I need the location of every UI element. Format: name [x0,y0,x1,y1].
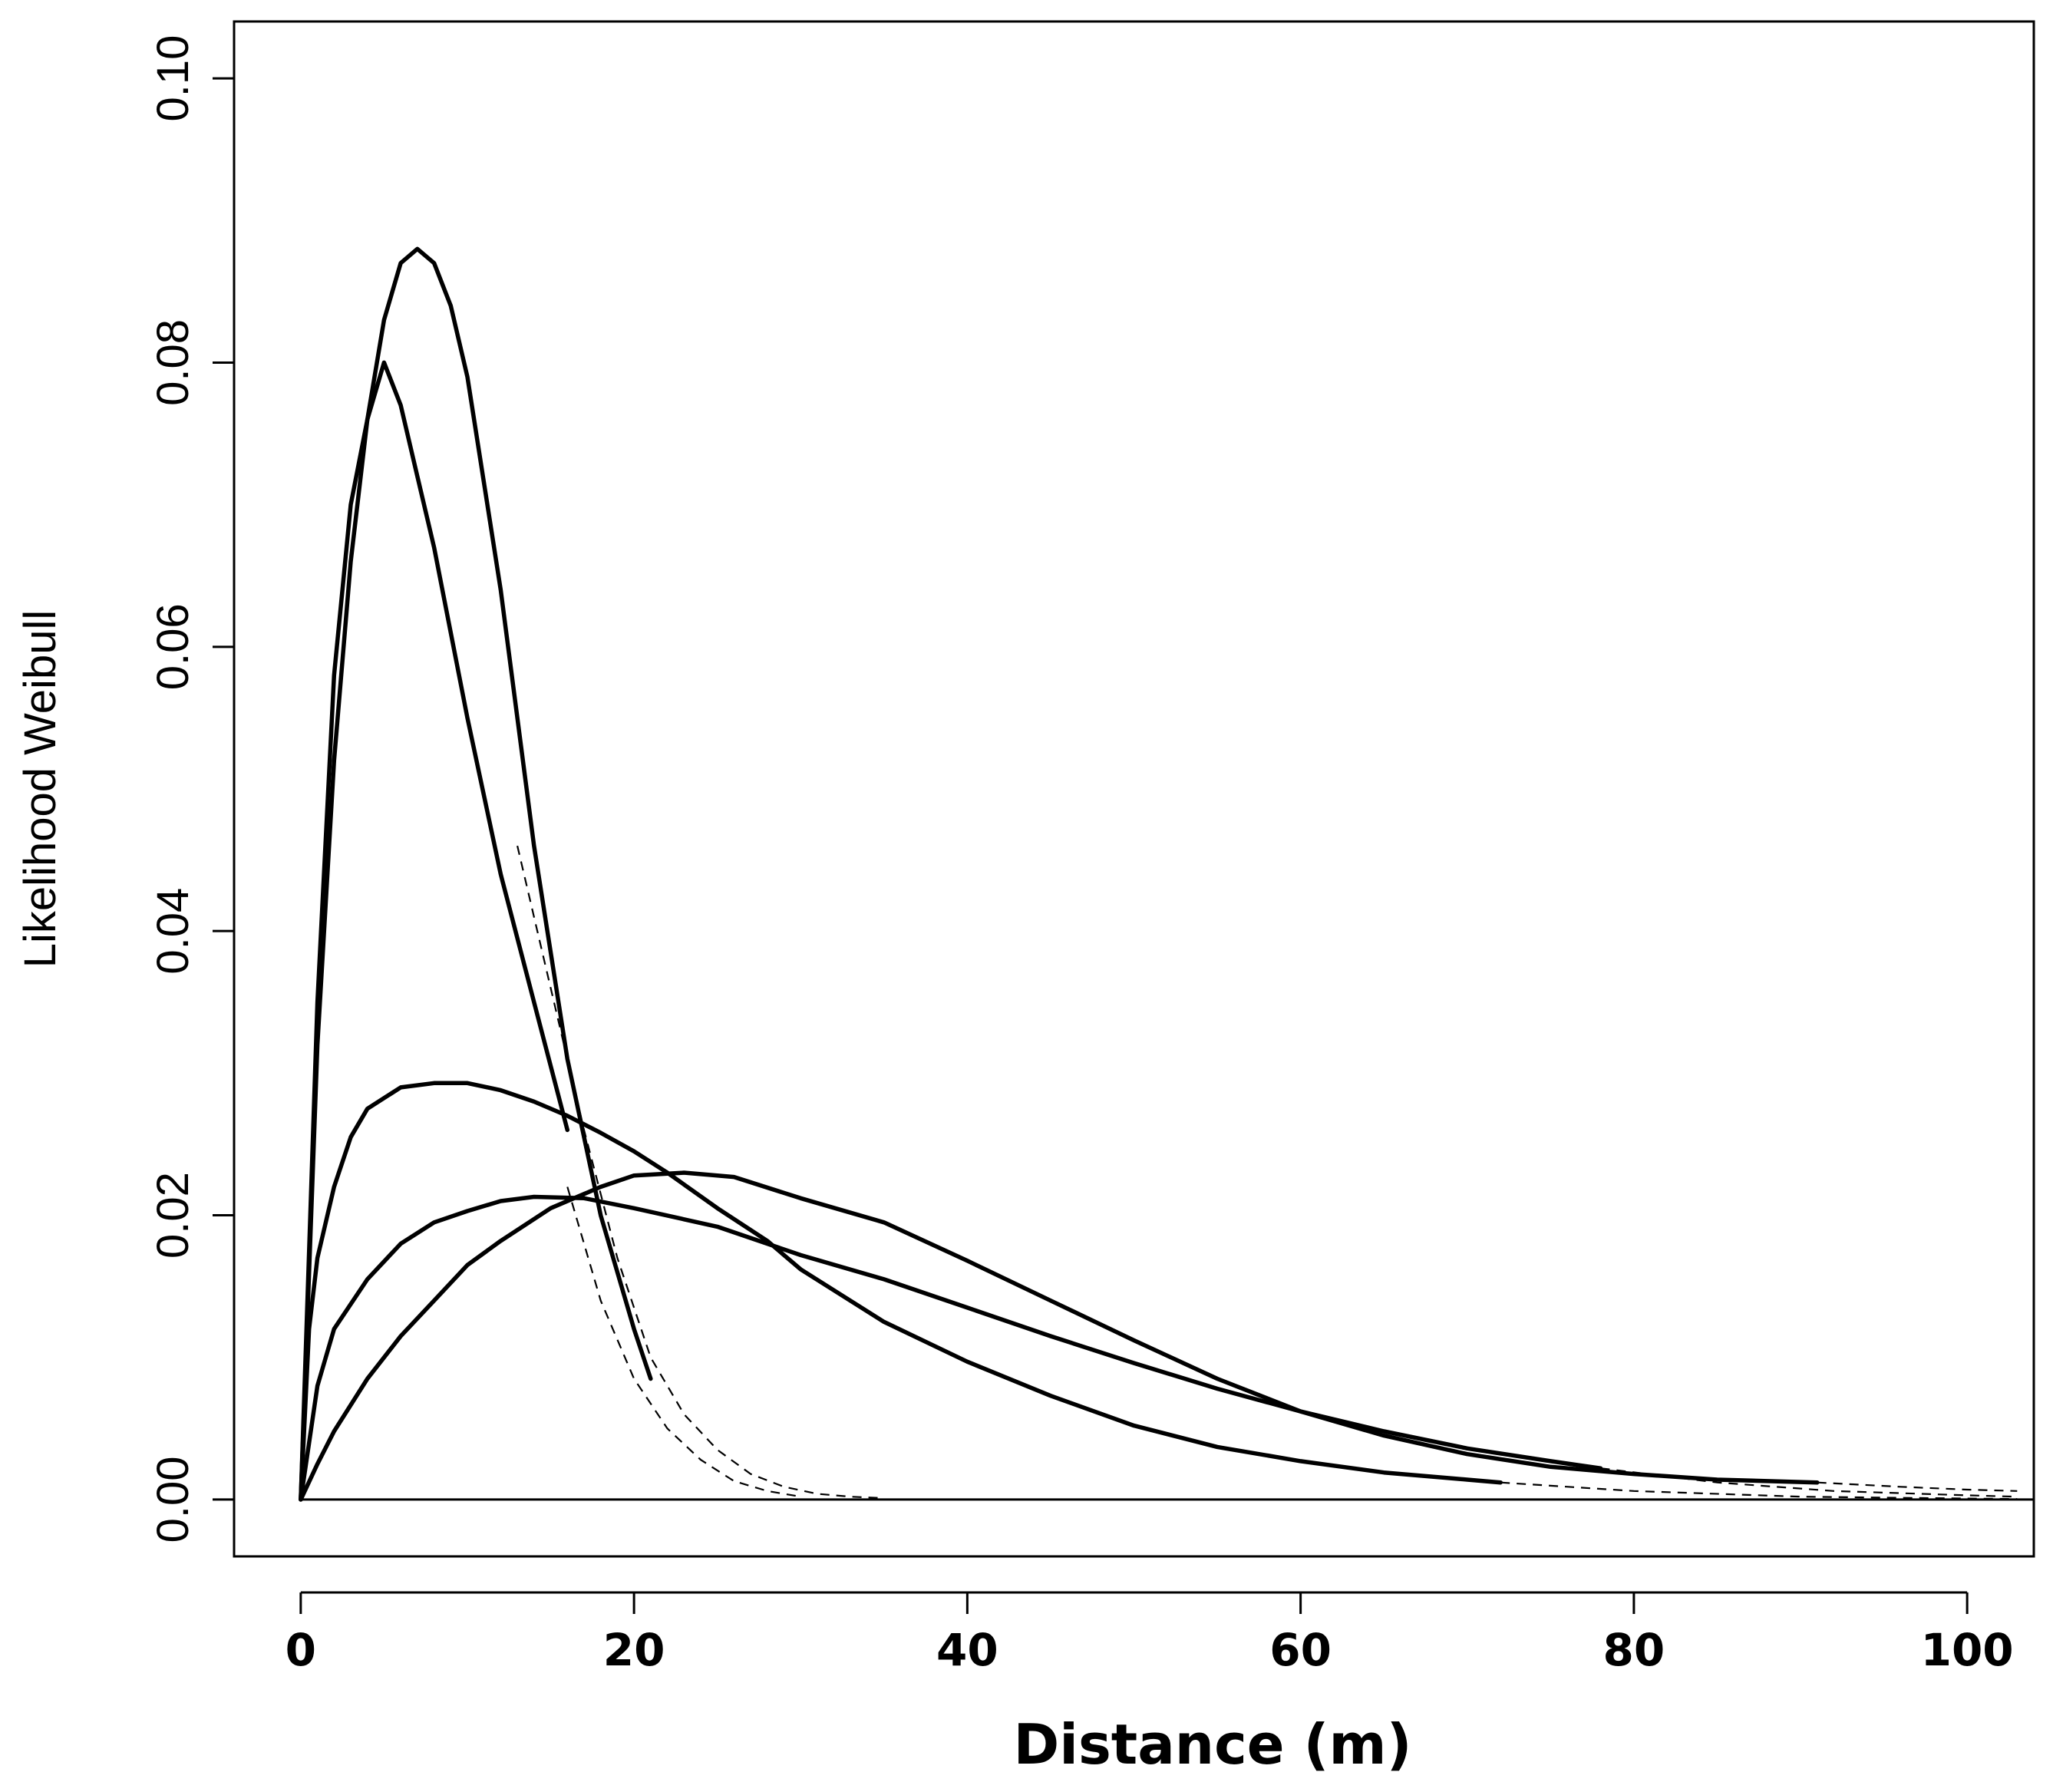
y-tick-label: 0.04 [148,888,198,975]
series-layer [299,246,2034,1502]
x-tick-label: 0 [286,1624,316,1676]
dashed-curve-9 [1600,1467,2018,1498]
x-tick-label: 80 [1603,1624,1665,1676]
dashed-curve-10 [1817,1481,2018,1492]
dashed-curve-3 [517,845,884,1500]
x-tick-label: 60 [1269,1624,1332,1676]
x-axis: 0 20 40 60 80 100 [286,1591,2014,1676]
solid-curve-7 [299,1170,1820,1502]
dashed-curve-4 [566,1186,801,1498]
solid-curve-1 [299,246,653,1502]
x-tick-label: 40 [936,1624,998,1676]
x-axis-title: Distance (m) [1014,1712,1412,1777]
x-tick-label: 100 [1921,1624,2014,1676]
x-tick-label: 20 [603,1624,665,1676]
solid-curve-5 [299,1081,1503,1502]
plot-frame [233,20,2035,1558]
solid-curve-2 [299,360,570,1502]
y-axis-title: Likelihood Weibull [15,610,65,968]
y-tick-label: 0.00 [148,1456,198,1543]
dashed-curve-8 [1500,1481,2018,1500]
y-tick-label: 0.06 [148,603,198,690]
y-tick-label: 0.08 [148,319,198,406]
y-tick-label: 0.02 [148,1172,198,1259]
y-tick-label: 0.10 [148,35,198,122]
y-axis: 0.00 0.02 0.04 0.06 0.08 0.10 [148,35,234,1543]
